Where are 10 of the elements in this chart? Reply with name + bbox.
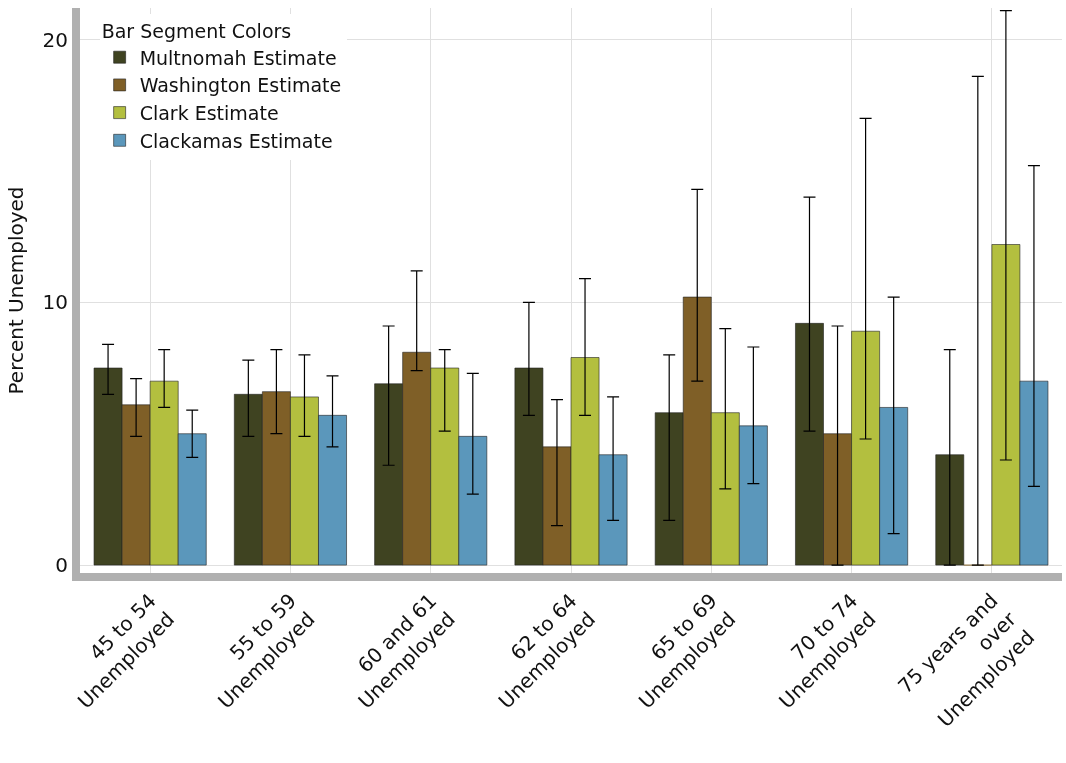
bar [935, 454, 965, 566]
y-axis-title: Percent Unemployed [4, 186, 28, 395]
y-tick-label: 0 [55, 553, 68, 578]
legend-label: Multnomah Estimate [139, 46, 337, 69]
legend-title: Bar Segment Colors [101, 20, 292, 43]
legend-label: Clark Estimate [139, 102, 279, 125]
y-tick-label: 10 [42, 290, 68, 315]
legend-label: Washington Estimate [139, 74, 342, 97]
legend-label: Clackamas Estimate [139, 129, 333, 152]
y-tick-label: 20 [42, 27, 68, 52]
